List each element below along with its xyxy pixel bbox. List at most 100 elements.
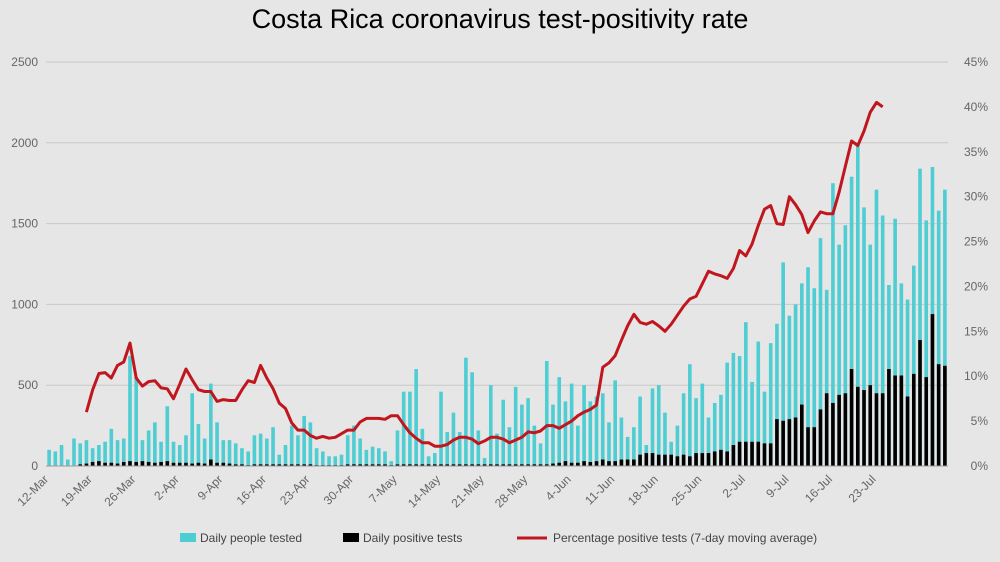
bar-tested: [557, 377, 562, 466]
bar-positive: [470, 464, 474, 466]
bar-tested: [551, 404, 555, 466]
bar-tested: [333, 456, 338, 466]
bar-positive: [233, 464, 238, 466]
bar-positive: [576, 462, 580, 466]
bar-tested: [656, 385, 661, 466]
bar-positive: [756, 441, 761, 466]
y-left-tick-label: 2000: [11, 136, 38, 150]
bar-tested: [700, 383, 705, 466]
legend-swatch: [180, 533, 196, 542]
bar-positive: [146, 461, 151, 466]
x-tick-label: 28-May: [492, 472, 530, 510]
bar-positive: [849, 369, 854, 466]
bar-tested: [383, 451, 387, 466]
bar-tested: [165, 406, 170, 466]
x-tick-label: 2-Jul: [720, 472, 748, 500]
y-right-tick-label: 30%: [964, 190, 988, 204]
x-tick-label: 23-Apr: [277, 472, 312, 507]
x-tick-label: 9-Jul: [763, 472, 791, 500]
bar-positive: [818, 409, 823, 466]
x-tick-label: 16-Apr: [234, 472, 269, 507]
bar-tested: [918, 168, 922, 466]
bar-tested: [800, 283, 804, 466]
y-right-tick-label: 0%: [971, 459, 989, 473]
bar-positive: [775, 419, 779, 466]
bar-positive: [744, 441, 748, 466]
bar-tested: [128, 356, 132, 466]
bar-tested: [744, 322, 748, 466]
bar-tested: [818, 238, 823, 466]
bar-positive: [265, 464, 269, 466]
bar-positive: [719, 449, 723, 466]
bar-tested: [246, 451, 250, 466]
bar-positive: [737, 441, 742, 466]
bar-tested: [588, 401, 593, 466]
bar-positive: [302, 464, 306, 466]
legend-label: Percentage positive tests (7-day moving …: [553, 531, 817, 545]
bar-tested: [569, 383, 574, 466]
bar-positive: [202, 463, 207, 466]
bar-positive: [134, 461, 139, 466]
bar-tested: [694, 398, 698, 466]
legend-swatch: [343, 533, 359, 542]
bar-tested: [65, 459, 70, 466]
bar-positive: [700, 453, 705, 466]
y-right-tick-label: 45%: [964, 55, 988, 69]
bar-positive: [880, 393, 885, 466]
bar-tested: [109, 428, 114, 466]
bar-positive: [607, 461, 611, 466]
bar-positive: [370, 464, 375, 466]
bar-tested: [53, 451, 58, 466]
positivity-line: [84, 100, 884, 448]
bar-tested: [594, 396, 599, 466]
bar-positive: [694, 453, 698, 466]
bar-tested: [345, 435, 350, 466]
y-left-tick-label: 500: [18, 378, 38, 392]
bar-tested: [607, 422, 611, 466]
bar-tested: [831, 183, 835, 466]
bar-positive: [177, 462, 182, 466]
bar-tested: [911, 265, 916, 466]
bar-positive: [252, 464, 257, 466]
bar-tested: [302, 415, 306, 466]
bar-positive: [812, 427, 817, 466]
bar-positive: [905, 396, 910, 466]
bar-tested: [358, 438, 362, 466]
bar-tested: [532, 425, 537, 466]
bar-tested: [97, 444, 101, 466]
bar-positive: [688, 456, 692, 466]
bar-tested: [227, 440, 232, 466]
bar-tested: [47, 449, 51, 466]
bar-tested: [663, 412, 667, 466]
bar-positive: [538, 464, 543, 466]
bar-positive: [457, 464, 462, 466]
bar-tested: [221, 440, 226, 466]
y-right-tick-label: 25%: [964, 235, 988, 249]
bar-tested: [787, 315, 792, 466]
bar-positive: [395, 464, 400, 466]
bar-tested: [943, 189, 947, 466]
bar-tested: [271, 427, 275, 466]
bar-positive: [855, 386, 860, 466]
bar-positive: [451, 464, 456, 466]
bar-positive: [862, 390, 866, 466]
bar-tested: [582, 385, 586, 466]
bar-positive: [936, 364, 941, 466]
bar-tested: [538, 443, 543, 466]
x-tick-label: 21-May: [448, 472, 486, 510]
bar-tested: [737, 356, 742, 466]
y-left-tick-label: 0: [31, 459, 38, 473]
bar-positive: [557, 462, 562, 466]
bar-positive: [644, 453, 649, 466]
bar-positive: [171, 462, 176, 466]
bar-tested: [215, 422, 219, 466]
bar-tested: [868, 244, 873, 466]
bar-positive: [787, 419, 792, 466]
bar-positive: [377, 464, 381, 466]
bar-tested: [159, 441, 163, 466]
bar-positive: [924, 377, 929, 466]
bar-tested: [936, 210, 941, 466]
legend-label: Daily positive tests: [363, 531, 462, 545]
bar-tested: [289, 425, 294, 466]
bar-tested: [134, 377, 139, 466]
